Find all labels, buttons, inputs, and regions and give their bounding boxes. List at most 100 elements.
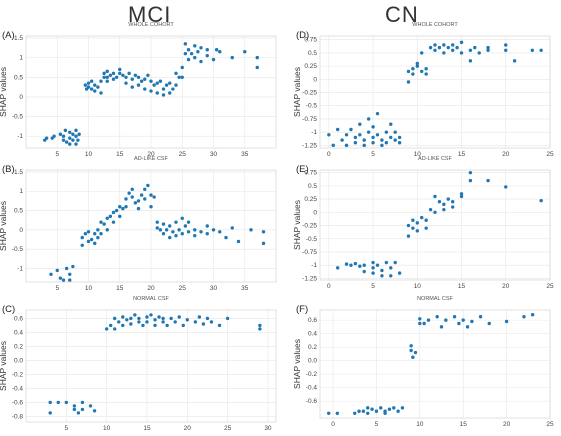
data-point <box>80 407 85 412</box>
data-point <box>384 260 389 265</box>
data-point <box>149 193 153 197</box>
data-point <box>164 83 169 87</box>
y-tick-label: 0.0 <box>308 358 317 365</box>
data-point <box>230 55 234 60</box>
data-point <box>161 93 166 97</box>
panel-c: NORMAL CSF (C) SHAP values -0.8 -0.6 -0.4 -0.2… <box>0 296 277 432</box>
data-point <box>459 40 464 45</box>
data-point <box>371 135 375 140</box>
data-point <box>74 128 78 133</box>
data-point <box>420 51 424 55</box>
data-point <box>214 48 219 52</box>
y-tick-label: 0.75 <box>304 37 317 44</box>
data-point <box>99 91 103 95</box>
x-tick-label: 15 <box>116 151 124 158</box>
data-point <box>56 400 60 405</box>
data-point <box>111 77 116 81</box>
data-point <box>149 79 153 83</box>
y-tick-label: -0.6 <box>12 399 24 406</box>
data-point <box>168 224 172 228</box>
y-tick-label: -0.5 <box>306 103 318 110</box>
data-point <box>335 127 340 132</box>
data-point <box>473 45 477 50</box>
data-point <box>353 411 357 415</box>
data-point <box>444 318 448 322</box>
data-point <box>161 87 166 91</box>
data-point <box>530 313 535 317</box>
data-point <box>164 228 169 232</box>
data-point <box>145 320 149 324</box>
data-point <box>452 315 457 319</box>
data-point <box>362 263 366 267</box>
data-point <box>118 71 122 76</box>
data-point <box>477 51 481 55</box>
y-tick-label: -0.5 <box>12 246 24 253</box>
data-point <box>155 81 159 85</box>
data-point <box>522 315 526 319</box>
data-point <box>255 55 259 60</box>
x-tick-label: 20 <box>147 151 155 158</box>
data-point <box>261 241 266 246</box>
data-point <box>486 45 490 50</box>
x-tick-label: 25 <box>179 151 187 158</box>
data-point <box>189 51 194 56</box>
data-point <box>133 201 138 205</box>
data-point <box>105 216 109 220</box>
data-point <box>118 67 122 72</box>
plot-frame <box>25 169 277 283</box>
data-point <box>396 409 400 413</box>
data-point <box>199 59 203 64</box>
y-tick-label: -0.4 <box>12 385 24 392</box>
y-tick-label: -1 <box>17 133 23 140</box>
y-tick-label: -0.5 <box>306 236 318 243</box>
y-axis-label: SHAP values <box>0 341 8 391</box>
data-point <box>130 85 134 89</box>
y-axis-label: SHAP values <box>292 67 302 117</box>
data-point <box>512 59 517 63</box>
data-point <box>442 51 446 55</box>
data-point <box>335 266 340 270</box>
data-point <box>124 197 128 201</box>
data-point <box>177 228 181 232</box>
data-point <box>358 264 362 268</box>
panel-b: AD-LIKE CSF (B) SHAP values -1 -0.5 0 0.5 1 1.5 5… <box>0 156 277 292</box>
data-point <box>181 323 185 328</box>
data-point <box>468 178 473 183</box>
y-tick-label: -0.8 <box>12 413 24 420</box>
data-point <box>153 323 157 328</box>
data-point <box>362 269 366 274</box>
data-point <box>129 316 133 321</box>
data-point <box>459 51 464 55</box>
data-point <box>141 323 145 328</box>
y-axis-label: SHAP values <box>292 200 302 250</box>
data-point <box>86 239 91 244</box>
data-point <box>374 409 379 413</box>
data-point <box>428 45 433 50</box>
data-point <box>418 317 422 321</box>
data-point <box>504 48 508 52</box>
data-point <box>450 205 455 209</box>
data-point <box>89 79 94 83</box>
x-tick-label: 5 <box>55 151 59 158</box>
data-point <box>205 232 209 236</box>
data-point <box>457 321 461 326</box>
x-tick-label: 15 <box>460 421 468 428</box>
data-point <box>158 228 163 232</box>
data-point <box>358 133 362 137</box>
data-point <box>230 226 234 230</box>
data-point <box>393 260 397 265</box>
y-tick-label: 0.4 <box>308 331 317 338</box>
data-point <box>379 406 383 410</box>
data-point <box>424 226 428 230</box>
y-tick-label: -1.25 <box>302 142 317 149</box>
data-point <box>61 138 66 142</box>
data-point <box>168 91 172 95</box>
x-tick-label: 25 <box>546 151 554 158</box>
data-point <box>125 318 129 322</box>
data-point <box>74 142 78 146</box>
data-point <box>358 122 362 126</box>
data-point <box>211 57 216 62</box>
data-point <box>143 87 147 91</box>
x-tick-label: 35 <box>241 151 249 158</box>
x-tick-label: 5 <box>371 151 375 158</box>
